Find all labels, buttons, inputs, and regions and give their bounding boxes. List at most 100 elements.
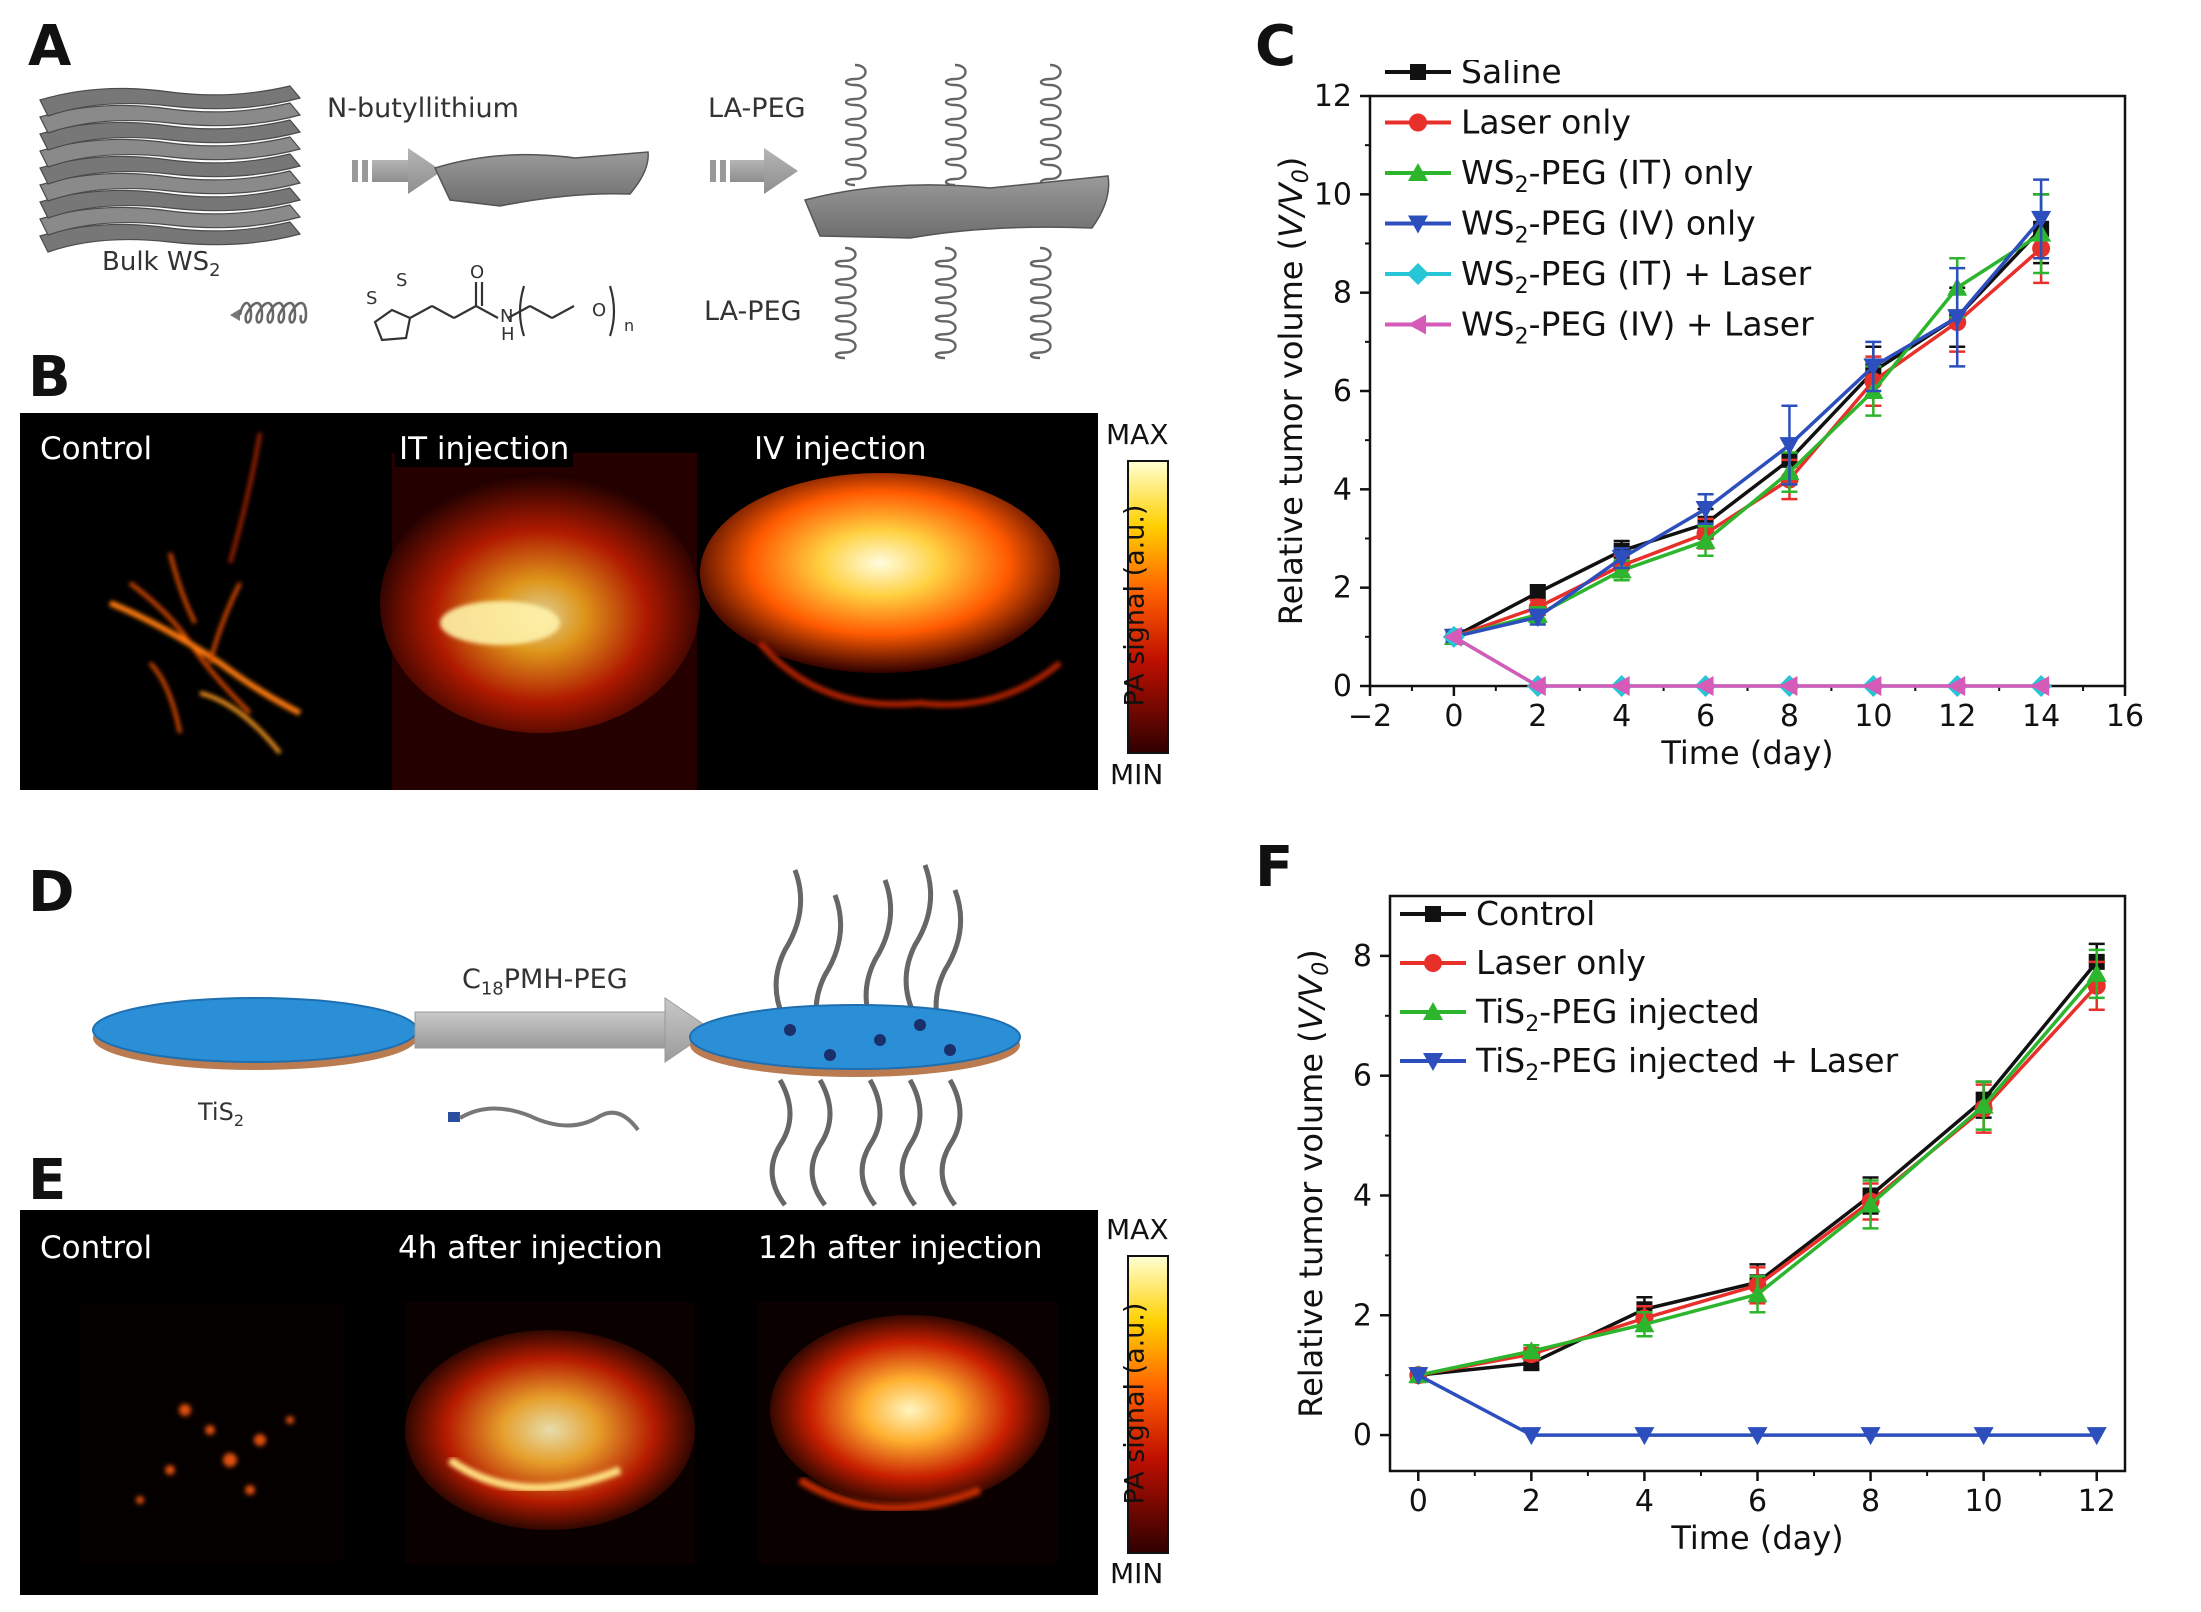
- colorbar-b-max: MAX: [1106, 418, 1169, 451]
- pa-iv-hotspot: [700, 473, 1060, 673]
- data-point: [1529, 584, 1546, 601]
- data-point: [1860, 1194, 1881, 1213]
- data-point: [1634, 1427, 1655, 1446]
- atom-s1: S: [366, 288, 378, 309]
- legend-label: WS2-PEG (IT) + Laser: [1461, 254, 1812, 299]
- y-tick-label: 10: [1314, 177, 1352, 212]
- colorbar-b-title: PA signal (a.u.): [1119, 504, 1151, 707]
- data-point: [1863, 676, 1882, 696]
- pa-caption-e-2: 12h after injection: [758, 1230, 1043, 1266]
- peg-sheet: [803, 63, 1110, 360]
- bulk-ws2-label-main: Bulk WS: [102, 247, 210, 277]
- x-tick-label: 0: [1409, 1484, 1428, 1519]
- legend-marker: [1409, 113, 1427, 132]
- atom-o2: O: [592, 300, 607, 321]
- c18pmh-peg-label-main: C: [462, 964, 481, 995]
- legend-marker: [1423, 1053, 1443, 1071]
- y-tick-label: 6: [1333, 374, 1352, 409]
- x-tick-label: 2: [1522, 1484, 1541, 1519]
- series-line: [1417, 972, 2099, 1377]
- data-point: [1408, 1367, 1429, 1386]
- x-tick-label: −2: [1348, 699, 1392, 734]
- bulk-ws2-stack: [39, 85, 302, 253]
- x-tick-label: 0: [1444, 699, 1463, 734]
- x-tick-label: 16: [2106, 699, 2144, 734]
- atom-n: N: [500, 306, 514, 327]
- tis2-label-main: TiS: [198, 1098, 234, 1126]
- atom-h: H: [501, 324, 515, 345]
- legend-label: WS2-PEG (IV) + Laser: [1461, 305, 1814, 350]
- data-point: [1527, 609, 1548, 628]
- x-tick-label: 2: [1528, 699, 1547, 734]
- x-tick-label: 10: [1854, 699, 1892, 734]
- data-point: [1779, 676, 1798, 696]
- legend: Saline Laser only WS2-PEG (IT) only WS2-PEG…: [1385, 60, 1814, 350]
- la-peg-chain-icon: [230, 301, 308, 324]
- x-tick-label: 14: [2022, 699, 2060, 734]
- data-point: [1779, 437, 1800, 456]
- data-point: [1863, 358, 1884, 377]
- peg-disc: [689, 864, 1021, 1207]
- y-tick-label: 4: [1353, 1178, 1372, 1213]
- data-point: [1973, 1427, 1994, 1446]
- la-peg-structure-label: LA-PEG: [704, 296, 802, 327]
- chart-f: 0 2 4 6 8 10 12 0 2 4 6 8 Time (day) Relative tumor v…: [1292, 894, 2127, 1557]
- data-point: [1860, 1427, 1881, 1446]
- data-point: [1521, 1427, 1542, 1446]
- plot-frame: [1388, 894, 2127, 1473]
- data-point: [1947, 309, 1968, 328]
- series-2: [1408, 948, 2107, 1384]
- data-point: [1695, 501, 1716, 519]
- y-tick-label: 6: [1353, 1059, 1372, 1094]
- series-3: [1408, 1367, 2107, 1446]
- data-point: [1527, 676, 1546, 696]
- data-point: [1747, 1284, 1768, 1303]
- legend-marker: [1408, 163, 1428, 181]
- c18pmh-peg-label-sub: 18: [480, 978, 504, 1000]
- atom-o: O: [470, 262, 485, 283]
- tis2-disc: [92, 997, 418, 1070]
- series-5: [1443, 626, 2050, 696]
- x-tick-label: 10: [1965, 1484, 2003, 1519]
- pa-it-hotspot: [380, 473, 700, 733]
- panel-a-schematic: [39, 63, 1110, 360]
- colorbar-b: [1127, 460, 1169, 754]
- x-tick-label: 4: [1635, 1484, 1654, 1519]
- legend-label: Laser only: [1461, 103, 1631, 142]
- pa-e-12h-hotspot: [770, 1315, 1050, 1505]
- y-axis-label: Relative tumor volume (V/V0): [1272, 157, 1314, 625]
- y-tick-label: 0: [1353, 1418, 1372, 1453]
- pa-e-4h-hotspot: [405, 1330, 695, 1530]
- reagent-n-butyllithium: N-butyllithium: [327, 93, 519, 124]
- legend-label: WS2-PEG (IT) only: [1461, 153, 1753, 198]
- pa-images-e: [80, 1302, 1058, 1564]
- y-tick-label: 4: [1333, 472, 1352, 507]
- y-tick-label: 8: [1353, 939, 1372, 974]
- c18pmh-peg-icon: [448, 1106, 640, 1132]
- series-line: [1453, 635, 2042, 688]
- panel-letter-a: A: [28, 14, 72, 79]
- reagent-la-peg: LA-PEG: [708, 93, 806, 124]
- series-3: [1443, 178, 2052, 647]
- pa-e-control-spots: [136, 1404, 294, 1504]
- la-peg-structure: [373, 282, 616, 342]
- data-point: [1973, 1095, 1994, 1114]
- pa-caption-b-0: Control: [40, 431, 153, 467]
- data-point: [1634, 1314, 1655, 1333]
- c18pmh-peg-label: C18PMH-PEG: [462, 964, 628, 999]
- series-line: [1453, 217, 2043, 639]
- panel-d-schematic: [92, 864, 1021, 1207]
- legend-marker: [1424, 954, 1442, 972]
- panel-letter-e: E: [28, 1148, 67, 1213]
- legend: Control Laser only TiS2-PEG injectedTiS2-P…: [1400, 894, 1899, 1086]
- arrow-d: [414, 997, 713, 1063]
- y-tick-label: 12: [1314, 79, 1352, 114]
- pa-images-b: [108, 432, 1062, 790]
- subscript-n: n: [624, 316, 635, 335]
- data-point: [1443, 626, 1462, 647]
- data-point: [1611, 676, 1630, 696]
- colorbar-e-title: PA signal (a.u.): [1119, 1302, 1151, 1505]
- x-tick-label: 6: [1696, 699, 1715, 734]
- tis2-label-sub: 2: [233, 1110, 245, 1130]
- data-point: [1611, 560, 1632, 579]
